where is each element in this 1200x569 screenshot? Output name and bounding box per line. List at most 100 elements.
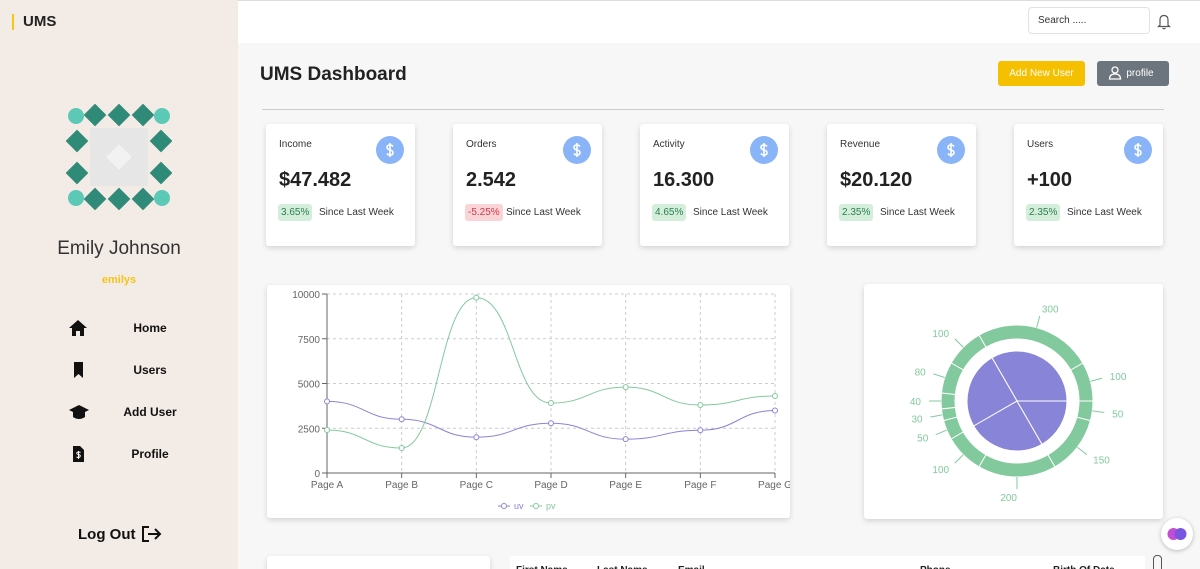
icon-glyph (573, 143, 581, 157)
column-header: Email (678, 565, 705, 569)
data-point (697, 401, 704, 408)
pie-chart: 100 300 100 80 40 30 50 100 200 150 50 (910, 304, 1127, 504)
card-note: Since Last Week (693, 207, 768, 218)
data-point (473, 294, 480, 301)
x-tick-label: Page G (758, 480, 790, 491)
nav-users[interactable]: Users (60, 358, 210, 382)
avatar (66, 104, 172, 210)
y-tick-label: 2500 (298, 424, 321, 435)
pie-slice (973, 400, 1043, 452)
assistant-button[interactable] (1161, 518, 1193, 550)
profile-button[interactable]: profile (1097, 61, 1169, 86)
nav-label: Profile (131, 447, 169, 461)
logout-icon (142, 526, 162, 542)
users-table: First Name Last Name Email Phone Birth Of Da… (510, 556, 1145, 569)
search-input[interactable]: Search ..... (1028, 7, 1150, 34)
data-point (324, 398, 330, 405)
bookmark-icon (74, 362, 83, 378)
data-point (622, 436, 629, 443)
card-change: 4.65% (652, 204, 687, 221)
home-icon (69, 320, 87, 336)
pie-slice (978, 454, 1056, 478)
data-point (548, 400, 554, 407)
stat-card: Users +100 2.35% Since Last Week (1014, 124, 1163, 246)
label-line (954, 338, 964, 348)
slice-label: 200 (1000, 493, 1017, 504)
data-point (772, 393, 778, 400)
line-chart: 0 2500 5000 7500 10000 Page A Page B Page C Page… (292, 290, 792, 511)
data-point (398, 444, 405, 451)
icon-glyph (386, 143, 394, 157)
stat-card: Orders 2.542 -5.25% Since Last Week (453, 124, 602, 246)
x-tick-label: Page F (684, 480, 716, 491)
pie-slice (1070, 362, 1094, 402)
column-header: First Name (516, 565, 568, 569)
x-tick-label: Page D (534, 480, 567, 491)
sidebar: UMS Emily Johnson emilys (0, 0, 238, 569)
label-line (1092, 410, 1105, 413)
slice-label: 50 (917, 434, 929, 445)
cap-icon (69, 405, 89, 419)
y-tick-label: 10000 (292, 290, 320, 301)
card-value: +100 (1027, 169, 1073, 191)
nav-label: Add User (123, 405, 177, 419)
x-tick-label: Page C (460, 480, 493, 491)
slice-label: 100 (932, 329, 949, 340)
icon-glyph (760, 143, 768, 157)
card-value: $47.482 (279, 169, 352, 191)
dollar-icon (937, 136, 965, 164)
slice-label: 100 (1110, 372, 1127, 383)
y-tick-label: 7500 (298, 335, 321, 346)
label-line (933, 373, 945, 378)
stat-card: Income $47.482 3.65% Since Last Week (266, 124, 415, 246)
data-point (622, 384, 629, 391)
card-note: Since Last Week (880, 207, 955, 218)
file-icon (73, 446, 84, 462)
label-line (1090, 377, 1103, 382)
column-header: Birth Of Date (1053, 565, 1115, 569)
dollar-icon (750, 136, 778, 164)
stat-card: Activity 16.300 4.65% Since Last Week (640, 124, 789, 246)
page-title: UMS Dashboard (260, 64, 407, 85)
nav-add-user[interactable]: Add User (60, 400, 210, 424)
x-tick-label: Page B (385, 480, 418, 491)
bell-icon[interactable] (1157, 14, 1171, 30)
icon-glyph (947, 143, 955, 157)
slice-label: 80 (915, 367, 927, 378)
legend-label: pv (546, 501, 556, 511)
legend-dot (501, 503, 507, 509)
line-chart-panel: 0 2500 5000 7500 10000 Page A Page B Page C Page… (267, 285, 792, 518)
nav-label: Home (133, 321, 167, 335)
card-note: Since Last Week (319, 207, 394, 218)
card-change: -5.25% (465, 204, 503, 221)
x-tick-label: Page E (609, 480, 642, 491)
card-title: Activity (653, 139, 685, 150)
pie-chart-panel: 100 300 100 80 40 30 50 100 200 150 50 (864, 284, 1163, 519)
label-line (1076, 446, 1088, 455)
card-value: 2.542 (466, 169, 517, 191)
logout[interactable]: Log Out (78, 526, 135, 543)
label-line (930, 414, 943, 418)
card-note: Since Last Week (1067, 207, 1142, 218)
nav-profile[interactable]: Profile (60, 442, 210, 466)
card-note: Since Last Week (506, 207, 581, 218)
legend-label: uv (514, 501, 524, 511)
card-change: 3.65% (278, 204, 313, 221)
data-point (548, 420, 554, 427)
slice-label: 30 (911, 414, 923, 425)
scrollbar[interactable] (1153, 555, 1162, 569)
label-line (935, 429, 947, 436)
nav-home[interactable]: Home (60, 316, 210, 340)
x-tick-label: Page A (311, 480, 344, 491)
stat-card: Revenue $20.120 2.35% Since Last Week (827, 124, 976, 246)
y-tick-label: 5000 (298, 380, 321, 391)
pie-slice (966, 357, 1018, 427)
nav-label: Users (133, 363, 167, 377)
pie-slice (1076, 400, 1094, 422)
slice-label: 50 (1112, 410, 1124, 421)
add-user-button[interactable]: Add New User (998, 61, 1085, 86)
data-point (324, 427, 330, 434)
data-point (697, 427, 704, 434)
pie-slice (1016, 400, 1068, 445)
